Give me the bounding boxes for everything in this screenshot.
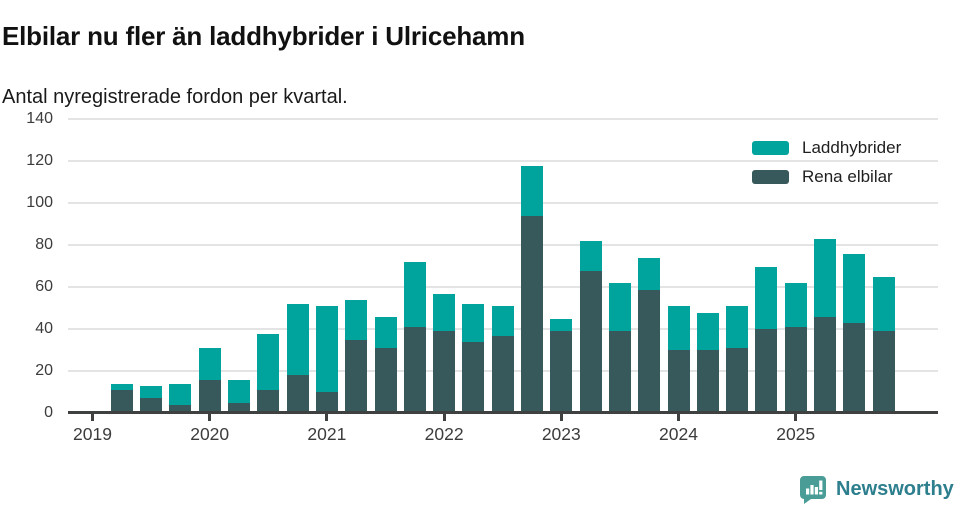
bar-laddhybrider-2024-q4 [755, 267, 777, 330]
bar-rena-elbilar-2023-q4 [638, 290, 660, 411]
x-axis-tick-label-2024: 2024 [644, 424, 714, 445]
bar-rena-elbilar-2025-q3 [843, 323, 865, 411]
bar-rena-elbilar-2019-q3 [140, 398, 162, 411]
legend-label: Rena elbilar [802, 167, 893, 187]
bar-laddhybrider-2025-q4 [873, 277, 895, 331]
bar-rena-elbilar-2024-q1 [668, 350, 690, 411]
gridline-100 [68, 202, 938, 204]
bar-laddhybrider-2024-q2 [697, 313, 719, 351]
bar-rena-elbilar-2025-q2 [814, 317, 836, 411]
bar-laddhybrider-2020-q2 [228, 380, 250, 403]
bar-laddhybrider-2022-q4 [521, 166, 543, 216]
y-axis-tick-label: 80 [0, 235, 53, 255]
bar-rena-elbilar-2025-q1 [785, 327, 807, 411]
bar-laddhybrider-2021-q2 [345, 300, 367, 340]
x-axis-tick-2020 [208, 414, 211, 421]
chart-legend: Laddhybrider Rena elbilar [752, 138, 901, 196]
x-axis-tick-label-2025: 2025 [761, 424, 831, 445]
x-axis-tick-2025 [794, 414, 797, 421]
bar-rena-elbilar-2021-q4 [404, 327, 426, 411]
bar-laddhybrider-2022-q1 [433, 294, 455, 332]
bar-rena-elbilar-2021-q3 [375, 348, 397, 411]
y-axis-tick-label: 0 [0, 403, 53, 423]
legend-item-laddhybrider: Laddhybrider [752, 138, 901, 158]
legend-item-rena-elbilar: Rena elbilar [752, 167, 901, 187]
bar-laddhybrider-2023-q4 [638, 258, 660, 289]
x-axis-tick-label-2023: 2023 [526, 424, 596, 445]
bar-chart: 0 20 40 60 80 100 120 140 2019 2020 2021 2022 2023 20… [0, 0, 960, 505]
bar-laddhybrider-2019-q2 [111, 384, 133, 390]
x-axis-tick-label-2022: 2022 [409, 424, 479, 445]
bar-laddhybrider-2020-q3 [257, 334, 279, 391]
bar-laddhybrider-2021-q1 [316, 306, 338, 392]
bar-laddhybrider-2024-q1 [668, 306, 690, 350]
x-axis-tick-2021 [325, 414, 328, 421]
bar-rena-elbilar-2019-q2 [111, 390, 133, 411]
brand-name: Newsworthy [836, 478, 954, 501]
bar-rena-elbilar-2023-q2 [580, 271, 602, 411]
y-axis-tick-label: 100 [0, 193, 53, 213]
bar-rena-elbilar-2020-q1 [199, 380, 221, 411]
bar-rena-elbilar-2022-q4 [521, 216, 543, 411]
bar-rena-elbilar-2023-q1 [550, 331, 572, 411]
bar-laddhybrider-2025-q1 [785, 283, 807, 327]
bar-laddhybrider-2021-q3 [375, 317, 397, 348]
bar-rena-elbilar-2022-q1 [433, 331, 455, 411]
x-axis-tick-2019 [91, 414, 94, 421]
bar-rena-elbilar-2025-q4 [873, 331, 895, 411]
bar-laddhybrider-2023-q3 [609, 283, 631, 331]
bar-rena-elbilar-2024-q4 [755, 329, 777, 411]
bar-laddhybrider-2022-q3 [492, 306, 514, 335]
x-axis-tick-2024 [677, 414, 680, 421]
x-axis-tick-2023 [560, 414, 563, 421]
bar-laddhybrider-2020-q4 [287, 304, 309, 375]
bar-rena-elbilar-2021-q2 [345, 340, 367, 411]
y-axis-tick-label: 140 [0, 109, 53, 129]
bar-laddhybrider-2021-q4 [404, 262, 426, 327]
gridline-140 [68, 118, 938, 120]
bar-laddhybrider-2020-q1 [199, 348, 221, 379]
bar-rena-elbilar-2020-q3 [257, 390, 279, 411]
legend-swatch-laddhybrider [752, 141, 789, 155]
x-axis-tick-label-2019: 2019 [58, 424, 128, 445]
legend-swatch-rena-elbilar [752, 170, 789, 184]
x-axis-tick-label-2021: 2021 [292, 424, 362, 445]
bar-rena-elbilar-2022-q2 [462, 342, 484, 411]
newsworthy-logo: Newsworthy [799, 474, 954, 504]
bar-laddhybrider-2019-q3 [140, 386, 162, 399]
x-axis-line [68, 411, 938, 414]
bar-rena-elbilar-2021-q1 [316, 392, 338, 411]
bar-rena-elbilar-2024-q3 [726, 348, 748, 411]
y-axis-tick-label: 60 [0, 277, 53, 297]
y-axis-tick-label: 40 [0, 319, 53, 339]
legend-label: Laddhybrider [802, 138, 901, 158]
y-axis-tick-label: 120 [0, 151, 53, 171]
bar-laddhybrider-2023-q2 [580, 241, 602, 270]
newsworthy-icon [799, 474, 829, 504]
bar-rena-elbilar-2020-q2 [228, 403, 250, 411]
bar-laddhybrider-2019-q4 [169, 384, 191, 405]
bar-rena-elbilar-2023-q3 [609, 331, 631, 411]
y-axis-tick-label: 20 [0, 361, 53, 381]
bar-rena-elbilar-2022-q3 [492, 336, 514, 411]
bar-laddhybrider-2025-q3 [843, 254, 865, 323]
bar-laddhybrider-2023-q1 [550, 319, 572, 332]
bar-laddhybrider-2024-q3 [726, 306, 748, 348]
gridline-60 [68, 286, 938, 288]
x-axis-tick-label-2020: 2020 [175, 424, 245, 445]
bar-laddhybrider-2025-q2 [814, 239, 836, 316]
x-axis-tick-2022 [443, 414, 446, 421]
bar-laddhybrider-2022-q2 [462, 304, 484, 342]
bar-rena-elbilar-2024-q2 [697, 350, 719, 411]
gridline-80 [68, 244, 938, 246]
bar-rena-elbilar-2020-q4 [287, 375, 309, 411]
